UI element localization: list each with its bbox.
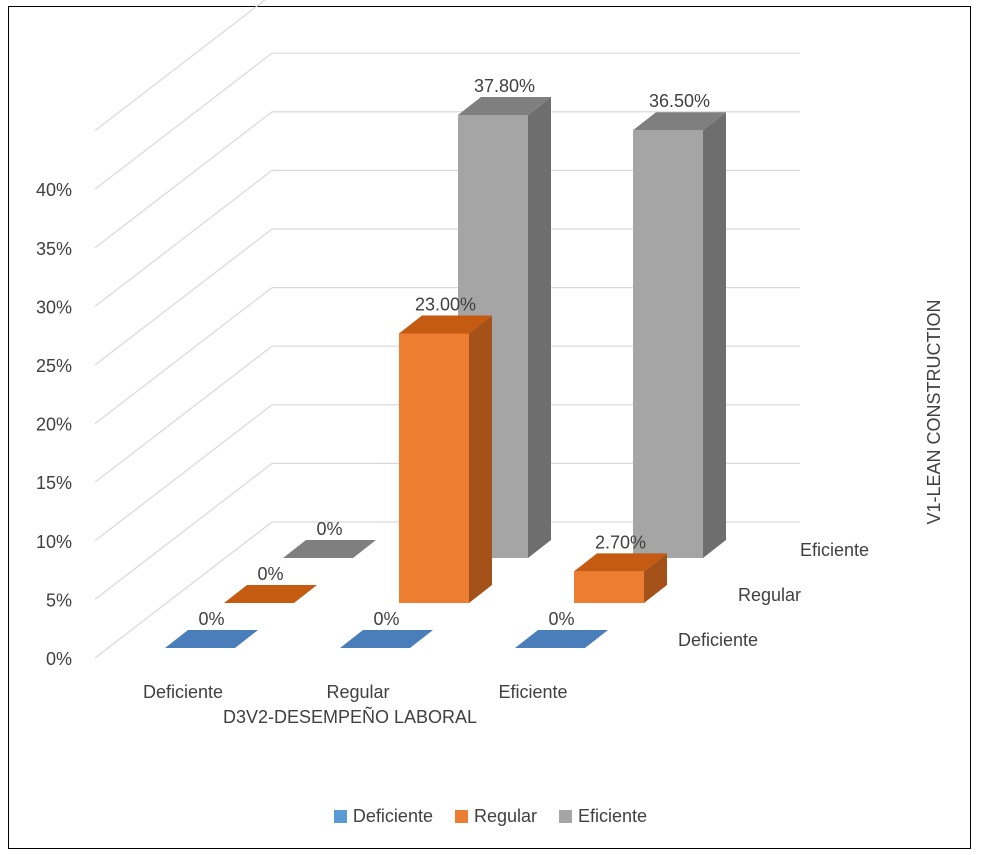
data-label: 0% <box>198 609 224 629</box>
gridline-side <box>94 52 273 190</box>
legend-item-regular[interactable]: Regular <box>454 806 538 827</box>
bar-front <box>399 333 469 603</box>
legend-swatch-regular <box>454 810 468 823</box>
y-tick-label: 35% <box>36 239 72 259</box>
x-tick-label: Eficiente <box>498 682 567 702</box>
bar-top <box>515 630 608 648</box>
y-tick-label: 15% <box>36 473 72 493</box>
gridline-side <box>94 111 273 249</box>
bar-front <box>633 130 703 558</box>
bar-top <box>283 540 376 558</box>
legend-label-deficiente: Deficiente <box>352 806 433 826</box>
data-label: 2.70% <box>595 532 646 552</box>
legend-label-eficiente: Eficiente <box>578 806 648 826</box>
data-label: 0% <box>373 609 399 629</box>
bar-side <box>644 553 667 603</box>
legend-swatch-deficiente <box>333 810 347 823</box>
gridline-side <box>94 287 273 425</box>
gridline-side <box>94 521 273 659</box>
gridline-side <box>94 404 273 542</box>
legend-label-regular: Regular <box>473 806 538 826</box>
legend-item-deficiente[interactable]: Deficiente <box>333 806 433 827</box>
data-label: 36.50% <box>649 91 710 111</box>
gridline-side <box>94 0 266 132</box>
bar-top <box>340 630 433 648</box>
data-label: 0% <box>316 519 342 539</box>
gridline-side <box>94 169 273 307</box>
gridline-side <box>94 345 273 483</box>
y-tick-label: 10% <box>36 532 72 552</box>
depth-tick-label: Eficiente <box>800 540 869 560</box>
data-label: 0% <box>257 564 283 584</box>
legend-swatch-eficiente <box>559 810 573 823</box>
x-tick-label: Regular <box>326 682 389 702</box>
x-axis-title: D3V2-DESEMPEÑO LABORAL <box>223 706 477 727</box>
y-tick-label: 40% <box>36 180 72 200</box>
bar-side <box>703 112 726 558</box>
legend: Deficiente Regular Eficiente <box>0 806 981 827</box>
depth-axis-title: V1-LEAN CONSTRUCTION <box>924 299 944 524</box>
x-tick-label: Deficiente <box>143 682 223 702</box>
gridline-side <box>94 228 273 366</box>
bar-top <box>458 96 551 115</box>
bar-top <box>633 112 726 131</box>
y-tick-label: 0% <box>46 649 72 669</box>
y-tick-label: 20% <box>36 415 72 435</box>
bar-top <box>165 630 258 648</box>
depth-tick-label: Regular <box>738 585 801 605</box>
legend-item-eficiente[interactable]: Eficiente <box>559 806 647 827</box>
depth-tick-label: Deficiente <box>678 630 758 650</box>
bar-top <box>224 585 317 603</box>
gridline-side <box>94 462 273 600</box>
data-label: 37.80% <box>474 76 535 96</box>
bar-front <box>574 571 644 603</box>
y-tick-label: 5% <box>46 590 72 610</box>
bar-side <box>469 315 492 603</box>
y-tick-label: 25% <box>36 356 72 376</box>
y-tick-label: 30% <box>36 297 72 317</box>
bar-top <box>574 553 667 572</box>
bar-side <box>528 96 551 558</box>
bar-top <box>399 315 492 334</box>
data-label: 0% <box>548 609 574 629</box>
data-label: 23.00% <box>415 294 476 314</box>
